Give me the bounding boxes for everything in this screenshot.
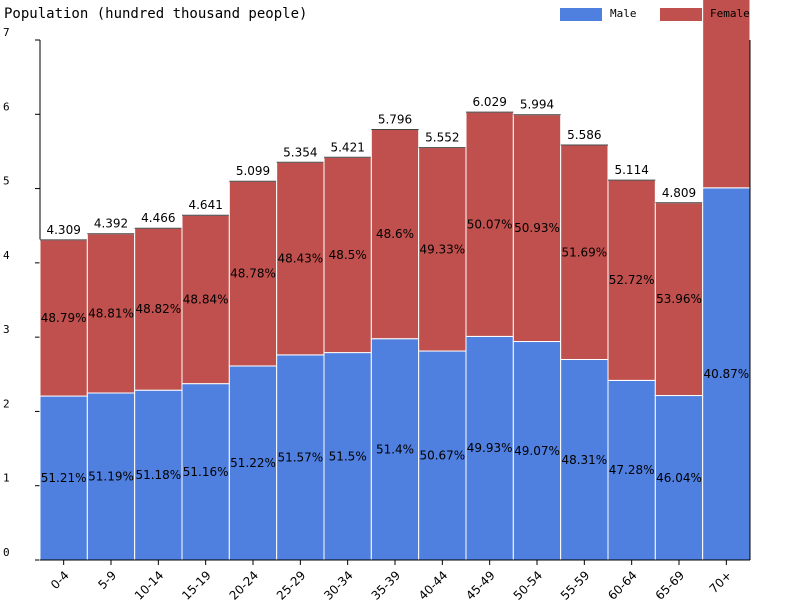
y-tick-label: 1 [3, 472, 10, 485]
male-percent-label: 46.04% [656, 471, 702, 485]
x-tick-label: 35-39 [369, 568, 404, 600]
female-percent-label: 51.69% [561, 245, 607, 259]
y-tick-label: 7 [3, 26, 10, 39]
y-tick-label: 5 [3, 175, 10, 188]
y-tick-label: 6 [3, 100, 10, 113]
male-percent-label: 51.57% [277, 450, 323, 464]
x-tick-label: 10-14 [132, 568, 167, 600]
total-label: 5.586 [567, 128, 601, 142]
male-percent-label: 47.28% [609, 463, 655, 477]
bar-male [418, 350, 467, 561]
bars-group: 51.21% 48.79% 4.309 51.19% 48.81% 4.392 51.18%… [39, 0, 751, 561]
total-label: 4.309 [46, 223, 80, 237]
bar-female [228, 180, 278, 367]
total-label: 5.552 [425, 131, 459, 145]
x-tick-label: 60-64 [605, 568, 640, 600]
legend-swatch-male [560, 8, 602, 21]
male-percent-label: 51.18% [135, 468, 181, 482]
bar-female [607, 179, 656, 381]
x-tick-label: 45-49 [463, 568, 498, 600]
total-label: 5.994 [520, 98, 554, 112]
female-percent-label: 48.81% [88, 306, 134, 320]
male-percent-label: 49.07% [514, 444, 560, 458]
female-percent-label: 48.6% [376, 227, 414, 241]
female-percent-label: 48.82% [135, 302, 181, 316]
female-percent-label: 48.5% [329, 248, 367, 262]
bar-male [134, 389, 183, 561]
total-label: 5.421 [330, 140, 364, 154]
x-tick-label: 5-9 [95, 568, 119, 592]
x-axis: 0-4 5-9 10-14 15-19 20-24 25-29 30-34 35-39 40-4… [40, 559, 750, 600]
female-percent-label: 49.33% [419, 242, 465, 256]
x-tick-label: 55-59 [558, 568, 593, 600]
x-tick-label: 70+ [707, 568, 735, 596]
total-label: 5.796 [378, 112, 412, 126]
male-percent-label: 51.21% [41, 471, 87, 485]
legend: Male Female [560, 7, 750, 21]
y-tick-label: 2 [3, 397, 10, 410]
bar-female [654, 202, 704, 397]
total-label: 6.029 [472, 95, 506, 109]
chart-title: Population (hundred thousand people) [4, 6, 307, 22]
bar-female [323, 156, 372, 354]
x-tick-label: 15-19 [179, 568, 214, 600]
female-percent-label: 48.79% [41, 311, 87, 325]
y-tick-label: 0 [3, 546, 10, 559]
y-axis: 0 1 2 3 4 5 6 7 [3, 26, 41, 561]
legend-label-female: Female [710, 7, 750, 20]
total-label: 4.466 [141, 211, 175, 225]
female-percent-label: 48.43% [277, 252, 323, 266]
bar-female [418, 147, 467, 352]
bar-male [465, 335, 514, 561]
male-percent-label: 51.19% [88, 470, 134, 484]
male-percent-label: 40.87% [703, 367, 749, 381]
bar-male [370, 338, 420, 561]
bar-male [181, 383, 230, 561]
female-percent-label: 53.96% [656, 292, 702, 306]
female-percent-label: 48.84% [183, 292, 229, 306]
bar-female [86, 233, 136, 394]
legend-swatch-female [660, 8, 702, 21]
male-percent-label: 51.5% [329, 449, 367, 463]
female-percent-label: 50.07% [467, 217, 513, 231]
male-percent-label: 51.22% [230, 456, 276, 470]
male-percent-label: 51.16% [183, 465, 229, 479]
x-tick-label: 25-29 [274, 568, 309, 600]
x-tick-label: 40-44 [416, 568, 451, 600]
legend-label-male: Male [610, 7, 637, 20]
x-tick-label: 0-4 [48, 568, 72, 592]
bar-female [702, 0, 751, 189]
male-percent-label: 50.67% [419, 449, 465, 463]
y-tick-label: 4 [3, 249, 10, 262]
y-tick-label: 3 [3, 323, 10, 336]
male-percent-label: 49.93% [467, 441, 513, 455]
bar-female [370, 128, 420, 340]
female-percent-label: 50.93% [514, 221, 560, 235]
total-label: 5.114 [614, 163, 648, 177]
x-tick-label: 20-24 [227, 568, 262, 600]
male-percent-label: 51.4% [376, 442, 414, 456]
x-tick-label: 50-54 [511, 568, 546, 600]
total-label: 5.354 [283, 145, 317, 159]
bar-female [39, 239, 88, 397]
x-tick-label: 30-34 [321, 568, 356, 600]
bar-male [323, 352, 372, 561]
female-percent-label: 52.72% [609, 273, 655, 287]
x-tick-label: 65-69 [653, 568, 688, 600]
male-percent-label: 48.31% [561, 453, 607, 467]
female-percent-label: 48.78% [230, 267, 276, 281]
bar-female [465, 111, 514, 337]
total-label: 5.099 [236, 164, 270, 178]
bar-female [276, 161, 325, 356]
bar-male [228, 365, 278, 561]
bar-male [276, 354, 325, 561]
total-label: 4.392 [94, 217, 128, 231]
total-label: 4.641 [188, 198, 222, 212]
total-label: 4.809 [662, 186, 696, 200]
